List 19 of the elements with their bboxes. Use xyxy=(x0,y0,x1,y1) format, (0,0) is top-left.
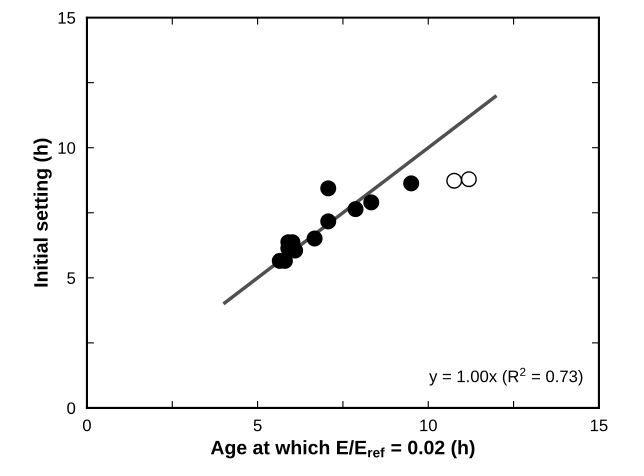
point xyxy=(403,175,420,192)
point xyxy=(320,213,336,230)
point xyxy=(446,172,462,189)
x-tick-label: 5 xyxy=(254,420,262,432)
y-tick-label: 15 xyxy=(58,12,76,24)
point xyxy=(363,194,380,210)
point xyxy=(306,230,323,247)
point xyxy=(320,180,336,196)
annotation: y = 1.00x (R$^{2}$ = 0.73) xyxy=(429,368,582,386)
point xyxy=(460,171,477,188)
x-tick-label: 0 xyxy=(82,419,91,432)
point xyxy=(348,201,364,218)
x-axis-title: Age at which E/E$_{ref}$ = 0.02 (h) xyxy=(210,440,474,458)
y-tick-label: 5 xyxy=(67,272,76,284)
y-tick-label: 10 xyxy=(58,142,76,154)
y-axis-title: Initial setting (h) xyxy=(34,138,52,287)
x-tick-label: 10 xyxy=(420,419,437,432)
x-tick-label: 15 xyxy=(590,420,608,432)
y-tick-label: 0 xyxy=(67,402,76,414)
